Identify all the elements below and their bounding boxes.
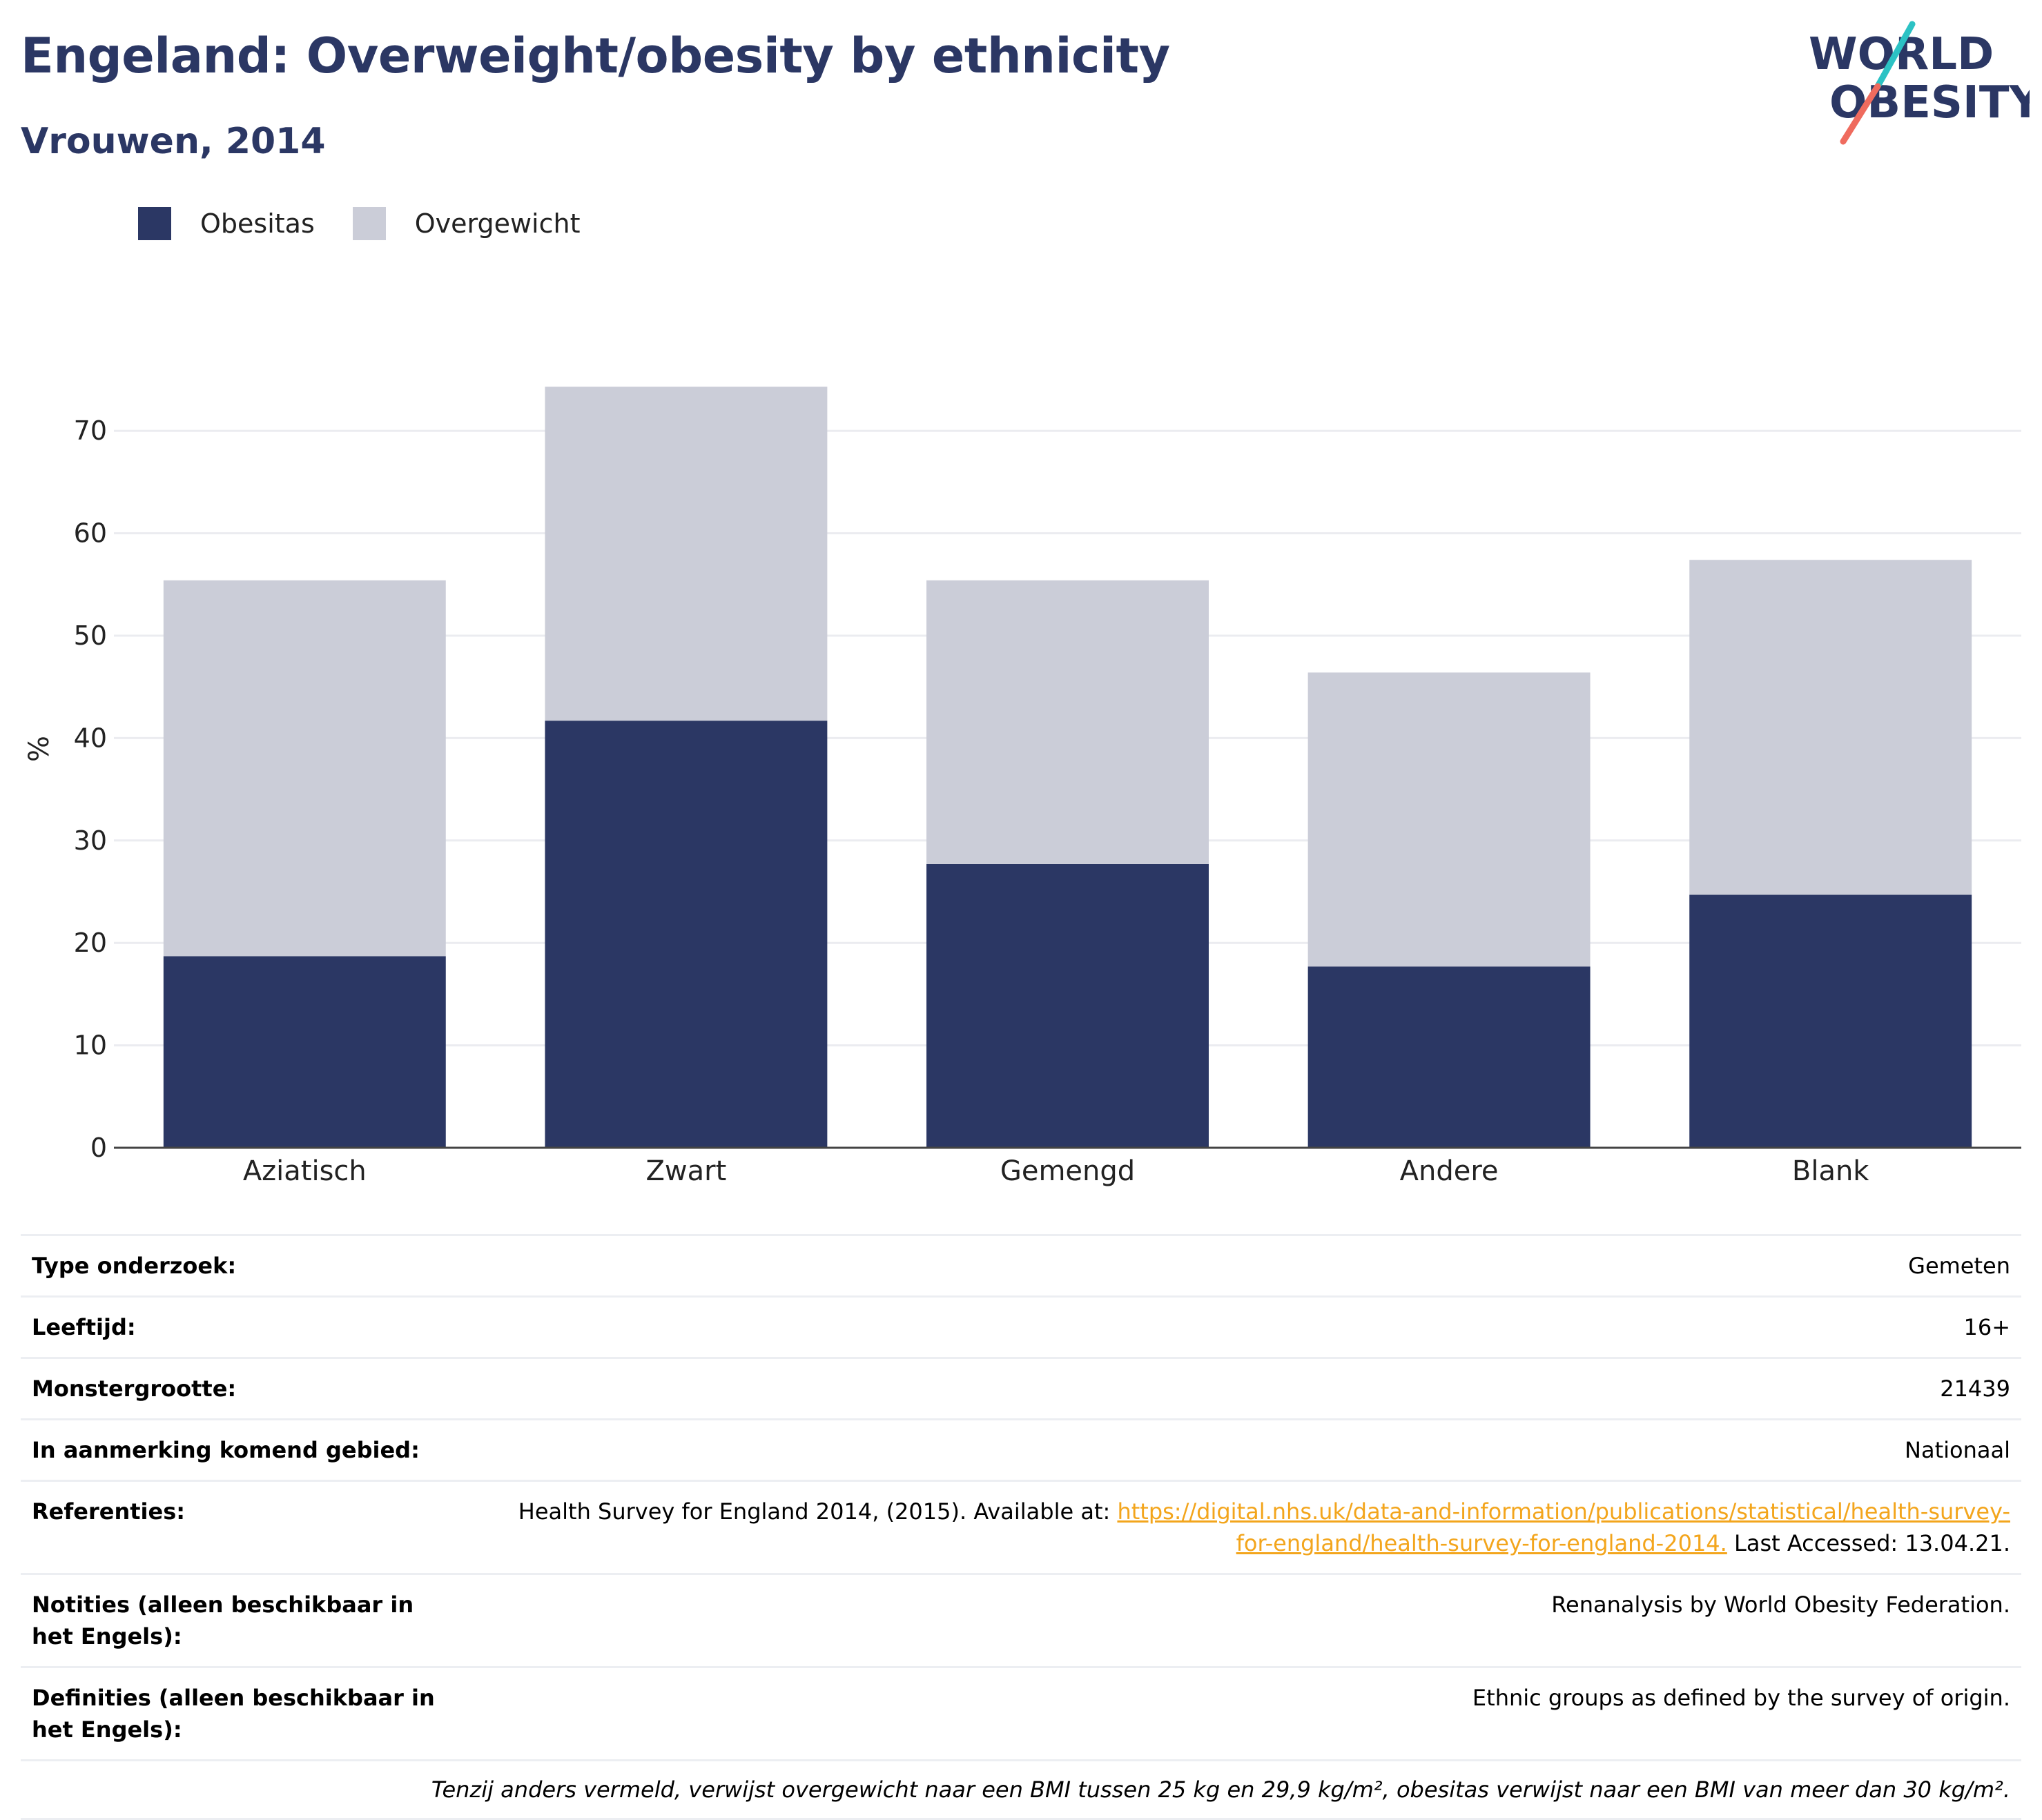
bar-obesitas-gemengd: [926, 863, 1209, 1148]
info-value: Ethnic groups as defined by the survey o…: [1472, 1685, 2010, 1711]
x-tick-label: Andere: [1400, 1155, 1499, 1187]
info-row-references: Referenties: Health Survey for England 2…: [21, 1480, 2021, 1573]
bar-overgewicht-blank: [1689, 560, 1972, 895]
x-tick-label: Aziatisch: [243, 1155, 367, 1187]
legend-label-overgewicht: Overgewicht: [414, 208, 581, 239]
y-tick-label: 10: [74, 1030, 107, 1061]
legend-swatch-obesitas: [138, 207, 171, 240]
reference-text: Health Survey for England 2014, (2015). …: [518, 1498, 1118, 1525]
info-row-notes: Notities (alleen beschikbaar in het Enge…: [21, 1573, 2021, 1666]
info-value: 16+: [1963, 1314, 2010, 1340]
info-key: Monstergrootte:: [32, 1376, 237, 1402]
bar-overgewicht-gemengd: [926, 580, 1209, 864]
info-value: Renanalysis by World Obesity Federation.: [1551, 1592, 2010, 1618]
info-key: Definities (alleen beschikbaar in het En…: [32, 1685, 435, 1743]
x-tick-label: Gemengd: [1000, 1155, 1135, 1187]
legend-label-obesitas: Obesitas: [200, 208, 315, 239]
page-title: Engeland: Overweight/obesity by ethnicit…: [21, 28, 1170, 84]
info-value: Nationaal: [1905, 1437, 2010, 1463]
world-obesity-logo: WORLD OBESITY: [1809, 21, 2030, 145]
logo-line1: WORLD: [1809, 29, 1994, 80]
y-axis-label: %: [23, 736, 55, 762]
chart-legend: Obesitas Overgewicht: [138, 207, 619, 240]
info-key: In aanmerking komend gebied:: [32, 1437, 420, 1463]
info-key: Leeftijd:: [32, 1314, 136, 1340]
y-tick-label: 40: [74, 723, 107, 753]
info-row-age: Leeftijd: 16+: [21, 1295, 2021, 1357]
bar-chart: 0 10 20 30 40 50 60 70% Aziatisch Zwart Gemengd And…: [23, 386, 2021, 1187]
y-tick-label: 20: [74, 928, 107, 958]
y-tick-label: 60: [74, 518, 107, 549]
logo-line2: OBESITY: [1829, 77, 2030, 128]
info-row-area: In aanmerking komend gebied: Nationaal: [21, 1418, 2021, 1480]
logo-slash-teal: [1874, 21, 1916, 90]
info-row-sample-size: Monstergrootte: 21439: [21, 1357, 2021, 1418]
info-row-type: Type onderzoek: Gemeten: [21, 1234, 2021, 1295]
y-tick-label: 0: [90, 1133, 107, 1163]
page-subtitle: Vrouwen, 2014: [21, 121, 326, 162]
bmi-footnote: Tenzij anders vermeld, verwijst overgewi…: [21, 1759, 2021, 1820]
legend-item-overgewicht[interactable]: Overgewicht: [352, 207, 581, 240]
logo-slash-coral: [1840, 83, 1881, 145]
bar-obesitas-blank: [1689, 894, 1972, 1148]
bar-obesitas-aziatisch: [163, 956, 446, 1148]
y-tick-label: 70: [74, 415, 107, 446]
info-value: 21439: [1940, 1376, 2010, 1402]
bar-obesitas-zwart: [545, 721, 828, 1148]
bar-overgewicht-aziatisch: [163, 580, 446, 957]
info-value: Gemeten: [1908, 1253, 2010, 1279]
info-table: Type onderzoek: Gemeten Leeftijd: 16+ Mo…: [21, 1234, 2021, 1820]
info-key: Notities (alleen beschikbaar in het Enge…: [32, 1592, 414, 1650]
legend-item-obesitas[interactable]: Obesitas: [138, 207, 315, 240]
y-tick-label: 50: [74, 620, 107, 651]
info-key: Type onderzoek:: [32, 1253, 237, 1279]
x-tick-label: Zwart: [646, 1155, 727, 1187]
bar-overgewicht-andere: [1307, 672, 1591, 967]
reference-accessed: Last Accessed: 13.04.21.: [1727, 1530, 2010, 1556]
y-tick-label: 30: [74, 825, 107, 856]
info-row-definitions: Definities (alleen beschikbaar in het En…: [21, 1666, 2021, 1759]
info-key: Referenties:: [32, 1498, 186, 1525]
info-value: Health Survey for England 2014, (2015). …: [460, 1496, 2010, 1559]
bar-obesitas-andere: [1307, 966, 1591, 1148]
bar-overgewicht-zwart: [545, 386, 828, 721]
reference-link[interactable]: https://digital.nhs.uk/data-and-informat…: [1117, 1498, 2010, 1556]
x-tick-label: Blank: [1792, 1155, 1869, 1187]
legend-swatch-overgewicht: [352, 207, 386, 240]
